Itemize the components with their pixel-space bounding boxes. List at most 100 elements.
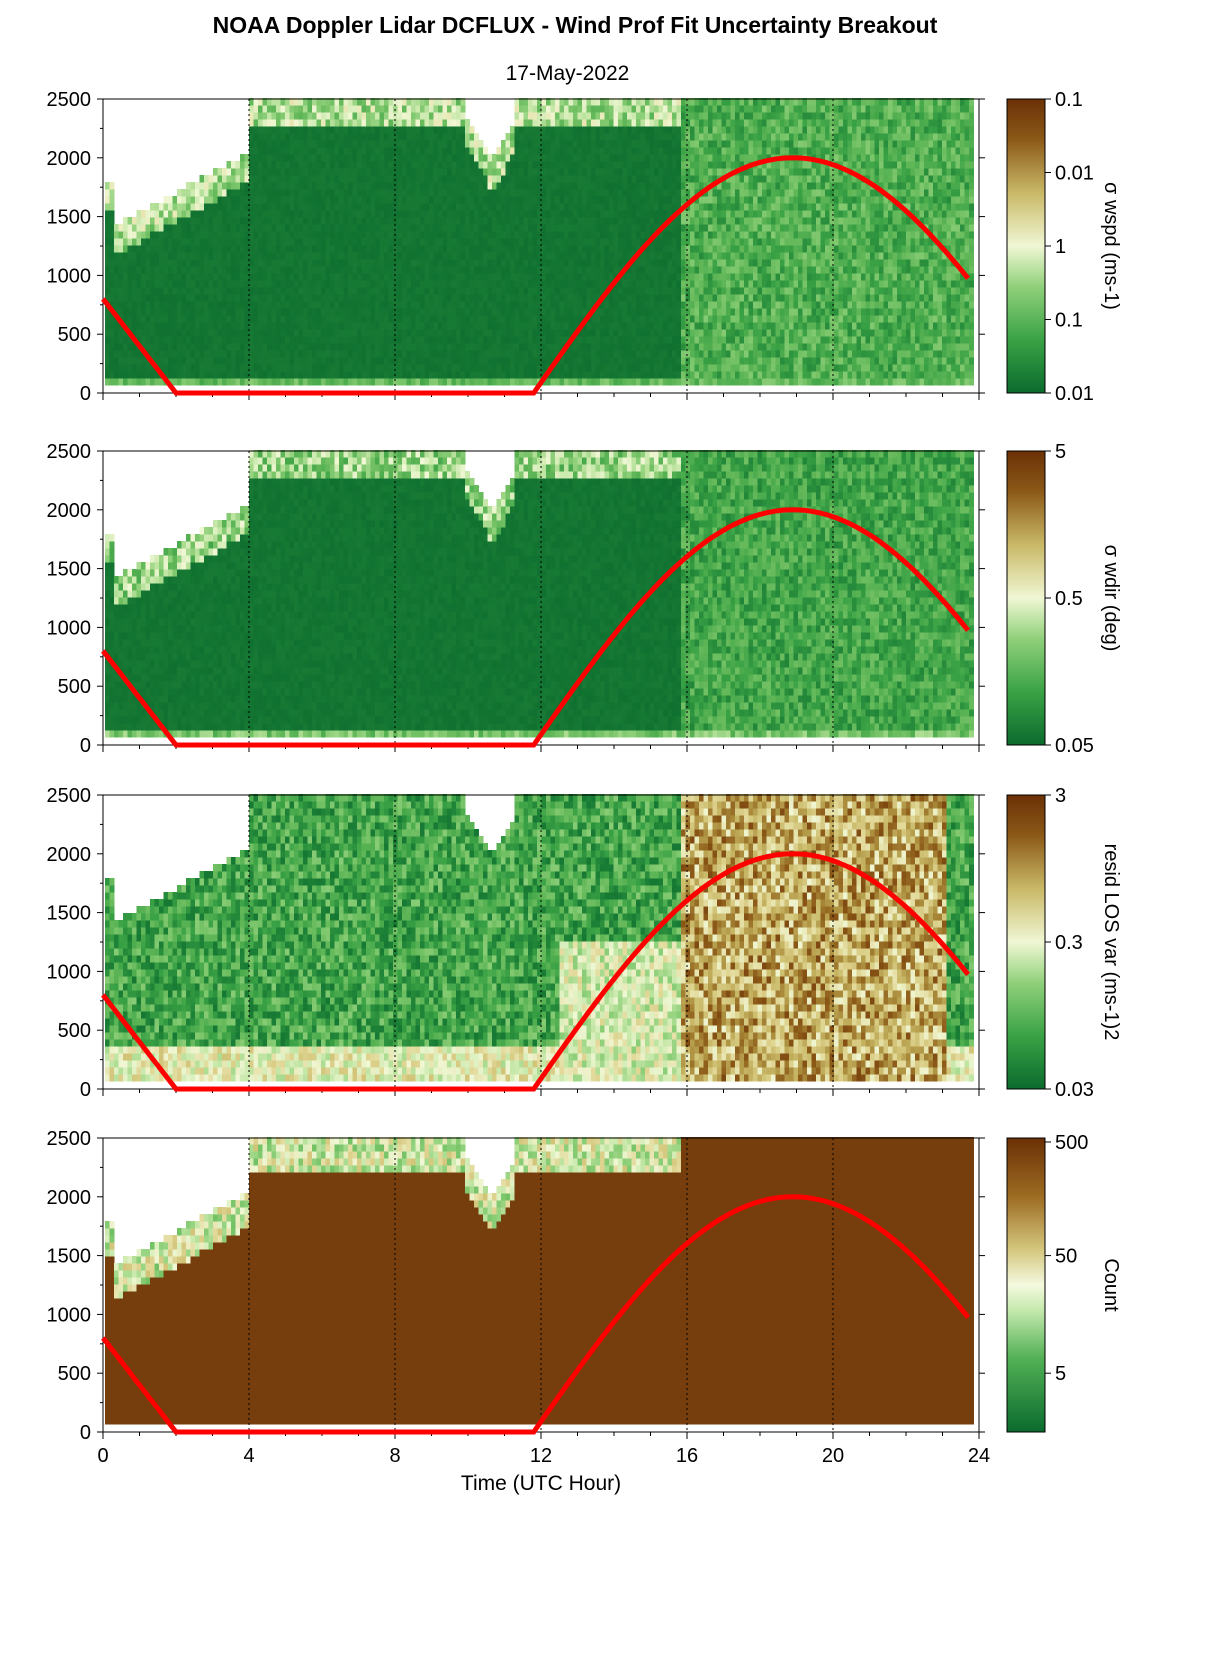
heatmap-cell — [209, 182, 214, 190]
heatmap-cell — [551, 301, 556, 309]
heatmap-cell — [357, 280, 362, 288]
heatmap-cell — [542, 161, 547, 169]
heatmap-cell — [411, 273, 416, 281]
heatmap-cell — [186, 259, 191, 267]
heatmap-cell — [645, 287, 650, 295]
heatmap-cell — [249, 287, 254, 295]
heatmap-cell — [542, 245, 547, 253]
heatmap-cell — [191, 182, 196, 190]
heatmap-cell — [384, 105, 389, 113]
heatmap-cell — [695, 350, 700, 358]
heatmap-cell — [677, 273, 682, 281]
heatmap-cell — [519, 196, 524, 204]
heatmap-cell — [128, 364, 133, 372]
heatmap-cell — [533, 322, 538, 330]
heatmap-cell — [609, 224, 614, 232]
heatmap-cell — [636, 161, 641, 169]
heatmap-cell — [677, 301, 682, 309]
heatmap-cell — [627, 119, 632, 127]
heatmap-cell — [294, 112, 299, 120]
heatmap-cell — [645, 280, 650, 288]
heatmap-cell — [533, 231, 538, 239]
heatmap-cell — [600, 161, 605, 169]
heatmap-cell — [177, 245, 182, 253]
heatmap-cell — [542, 210, 547, 218]
heatmap-cell — [380, 119, 385, 127]
heatmap-cell — [681, 343, 686, 351]
heatmap-cell — [200, 175, 205, 183]
heatmap-cell — [407, 357, 412, 365]
heatmap-cell — [510, 245, 515, 253]
heatmap-cell — [681, 140, 686, 148]
heatmap-cell — [506, 336, 511, 344]
heatmap-cell — [641, 273, 646, 281]
heatmap-cell — [258, 133, 263, 141]
heatmap-cell — [150, 210, 155, 218]
heatmap-cell — [650, 196, 655, 204]
heatmap-cell — [267, 336, 272, 344]
heatmap-cell — [582, 203, 587, 211]
heatmap-cell — [560, 154, 565, 162]
heatmap-cell — [434, 175, 439, 183]
heatmap-cell — [672, 357, 677, 365]
heatmap-cell — [281, 350, 286, 358]
heatmap-cell — [294, 224, 299, 232]
heatmap-cell — [371, 364, 376, 372]
heatmap-cell — [425, 161, 430, 169]
heatmap-cell — [420, 308, 425, 316]
heatmap-cell — [209, 308, 214, 316]
heatmap-cell — [420, 168, 425, 176]
heatmap-cell — [380, 105, 385, 113]
heatmap-cell — [632, 315, 637, 323]
heatmap-cell — [420, 224, 425, 232]
heatmap-cell — [456, 182, 461, 190]
heatmap-cell — [582, 252, 587, 260]
heatmap-cell — [668, 245, 673, 253]
heatmap-cell — [303, 371, 308, 379]
heatmap-cell — [672, 336, 677, 344]
heatmap-cell — [231, 224, 236, 232]
heatmap-cell — [375, 196, 380, 204]
heatmap-cell — [200, 322, 205, 330]
heatmap-cell — [551, 161, 556, 169]
heatmap-cell — [384, 336, 389, 344]
heatmap-cell — [218, 252, 223, 260]
heatmap-cell — [164, 336, 169, 344]
heatmap-cell — [650, 112, 655, 120]
heatmap-cell — [654, 343, 659, 351]
heatmap-cell — [236, 350, 241, 358]
heatmap-cell — [344, 210, 349, 218]
heatmap-cell — [335, 357, 340, 365]
heatmap-cell — [681, 133, 686, 141]
heatmap-cell — [258, 252, 263, 260]
heatmap-cell — [465, 315, 470, 323]
heatmap-cell — [560, 203, 565, 211]
heatmap-cell — [519, 133, 524, 141]
heatmap-cell — [371, 336, 376, 344]
heatmap-cell — [411, 217, 416, 225]
heatmap-cell — [501, 168, 506, 176]
heatmap-cell — [299, 112, 304, 120]
heatmap-cell — [321, 336, 326, 344]
heatmap-cell — [281, 161, 286, 169]
heatmap-cell — [434, 126, 439, 134]
heatmap-cell — [483, 336, 488, 344]
heatmap-cell — [546, 175, 551, 183]
heatmap-cell — [695, 119, 700, 127]
heatmap-cell — [371, 287, 376, 295]
heatmap-cell — [362, 294, 367, 302]
heatmap-cell — [636, 364, 641, 372]
heatmap-cell — [267, 322, 272, 330]
heatmap-cell — [699, 112, 704, 120]
heatmap-cell — [276, 350, 281, 358]
heatmap-cell — [330, 182, 335, 190]
heatmap-cell — [434, 196, 439, 204]
heatmap-cell — [168, 294, 173, 302]
heatmap-cell — [456, 273, 461, 281]
heatmap-cell — [551, 168, 556, 176]
heatmap-cell — [294, 259, 299, 267]
heatmap-cell — [267, 371, 272, 379]
heatmap-cell — [411, 140, 416, 148]
heatmap-cell — [645, 196, 650, 204]
heatmap-cell — [542, 224, 547, 232]
